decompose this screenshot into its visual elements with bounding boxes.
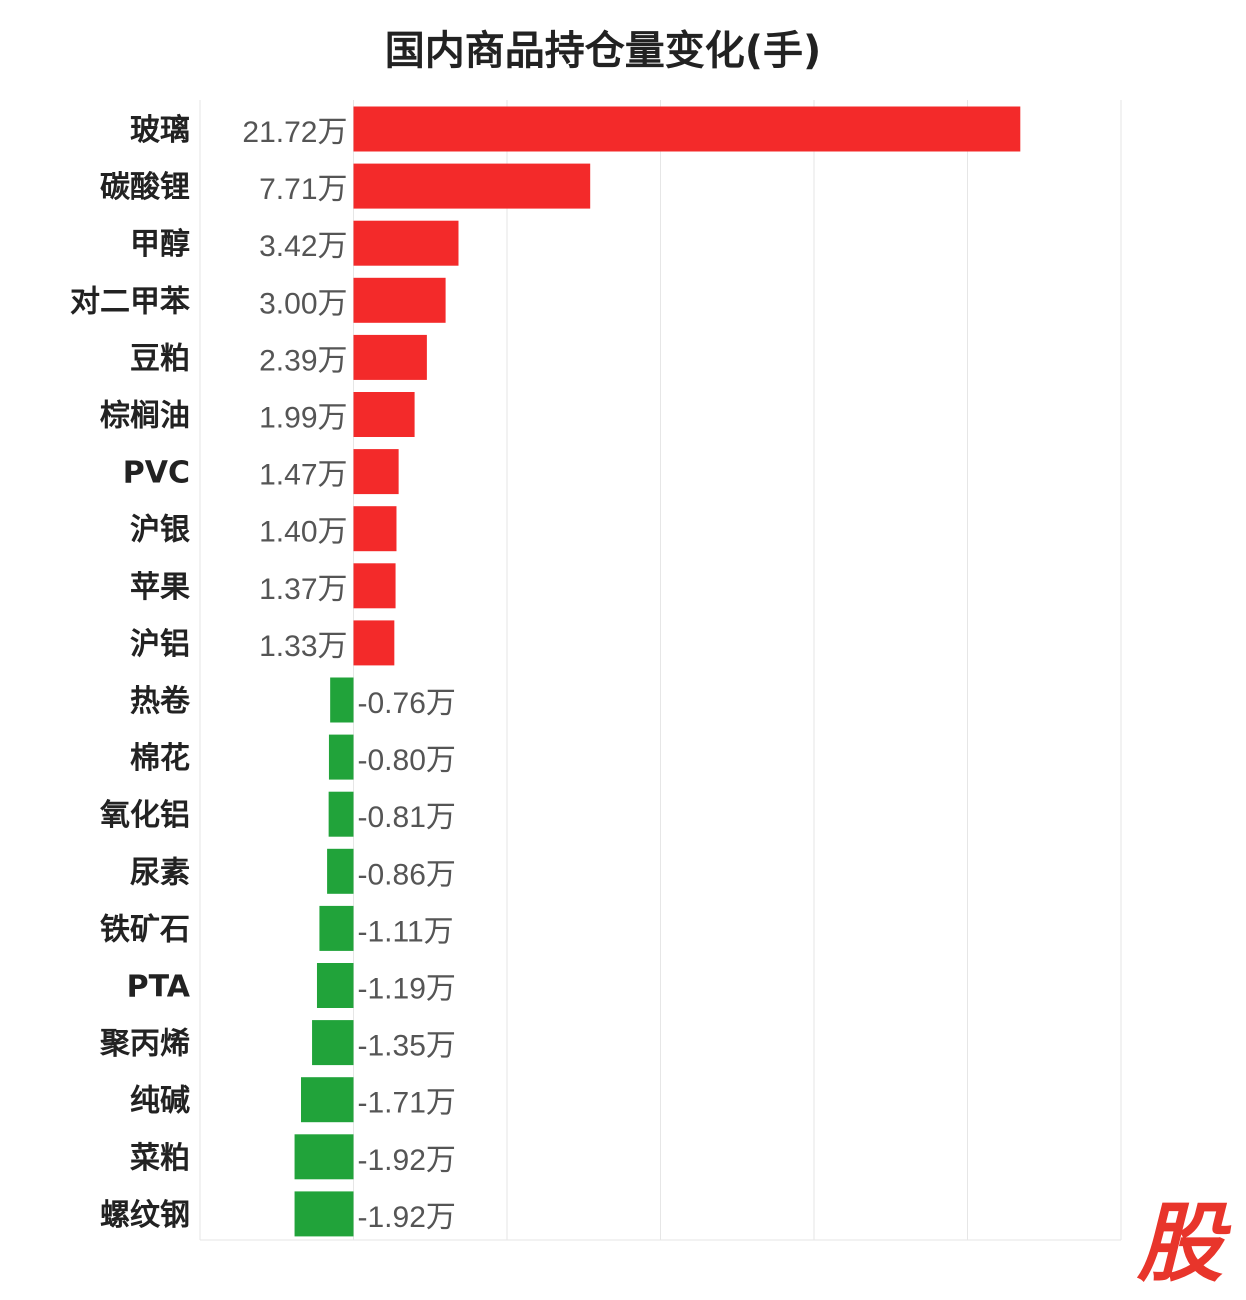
category-label: PVC: [123, 456, 190, 491]
bar: [294, 1134, 354, 1180]
bar: [353, 106, 1021, 152]
category-label: 氧化铝: [100, 798, 190, 833]
value-label: -0.80万: [358, 744, 456, 777]
bar: [353, 620, 395, 666]
bar: [327, 848, 354, 894]
value-label: -0.86万: [358, 858, 456, 891]
value-label: -1.71万: [358, 1087, 456, 1120]
value-label: 2.39万: [259, 344, 347, 377]
value-label: -0.81万: [358, 801, 456, 834]
bar: [353, 449, 399, 495]
category-label: 碳酸锂: [100, 170, 190, 205]
value-label: -1.19万: [358, 973, 456, 1006]
value-label: 1.47万: [259, 459, 347, 492]
bar: [330, 677, 354, 723]
value-label: -1.92万: [358, 1201, 456, 1234]
bar: [353, 277, 446, 323]
value-label: 3.42万: [259, 230, 347, 263]
value-label: 1.99万: [259, 402, 347, 435]
bar: [319, 905, 354, 951]
bar: [316, 963, 354, 1008]
category-label: PTA: [127, 970, 191, 1005]
value-label: -0.76万: [358, 687, 456, 720]
value-label: 1.33万: [259, 630, 347, 663]
bar: [328, 791, 354, 837]
category-label: 沪铝: [130, 627, 190, 662]
category-label: 热卷: [130, 684, 191, 719]
category-label: 聚丙烯: [99, 1027, 190, 1062]
bar: [328, 734, 354, 780]
value-label: 7.71万: [259, 173, 347, 206]
value-label: -1.35万: [358, 1030, 456, 1063]
bar: [353, 563, 396, 609]
category-label: 螺纹钢: [100, 1198, 190, 1233]
category-label: 纯碱: [130, 1084, 190, 1119]
value-label: 1.40万: [259, 516, 347, 549]
value-label: 1.37万: [259, 573, 347, 606]
value-label: 21.72万: [242, 116, 347, 149]
bar: [353, 163, 591, 209]
bar: [312, 1020, 354, 1066]
chart-title: 国内商品持仓量变化(手): [384, 28, 822, 74]
bar: [353, 334, 427, 380]
category-label: 菜粕: [130, 1141, 190, 1176]
category-label: 铁矿石: [100, 912, 190, 947]
value-label: 3.00万: [259, 287, 347, 320]
bar: [353, 392, 415, 437]
logo: 股: [1137, 1194, 1223, 1294]
category-label: 对二甲苯: [70, 284, 190, 319]
category-label: 棕榈油: [100, 399, 190, 434]
category-label: 沪银: [130, 513, 190, 548]
category-label: 玻璃: [130, 113, 190, 148]
bar: [301, 1077, 354, 1123]
value-label: -1.11万: [358, 915, 454, 948]
bar: [294, 1191, 354, 1237]
category-label: 豆粕: [130, 341, 190, 376]
category-label: 棉花: [130, 741, 190, 776]
bar: [353, 220, 459, 266]
category-label: 甲醇: [130, 227, 190, 262]
value-label: -1.92万: [358, 1144, 456, 1177]
category-label: 苹果: [130, 570, 190, 605]
category-label: 尿素: [130, 855, 190, 890]
bar: [353, 506, 397, 552]
